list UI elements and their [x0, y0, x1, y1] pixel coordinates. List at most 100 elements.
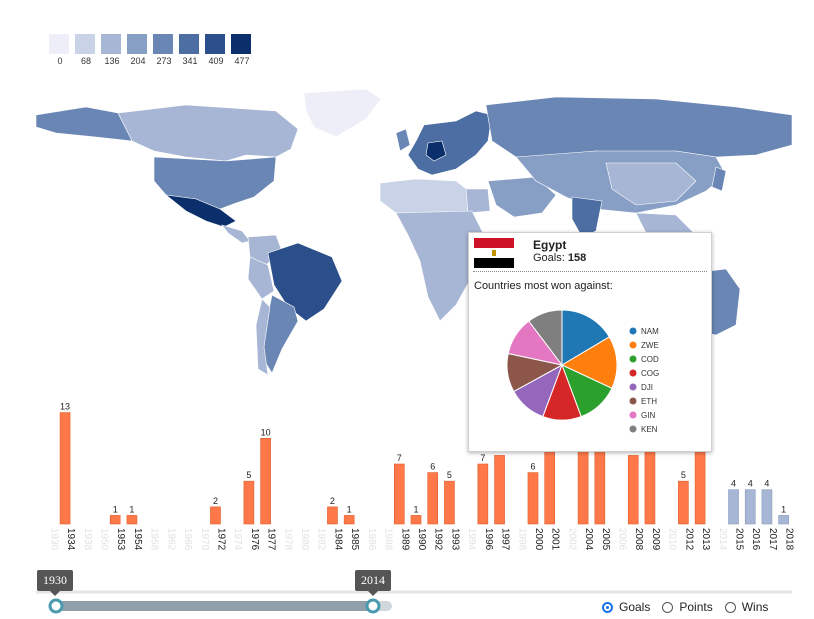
x-tick-label: 1953 — [115, 528, 126, 551]
country-usa[interactable] — [153, 156, 277, 210]
bar-1989[interactable] — [393, 463, 405, 525]
bar-value-label: 7 — [480, 453, 485, 463]
slider-handle-end[interactable] — [365, 598, 381, 614]
country-germany[interactable] — [425, 140, 447, 162]
country-brazil[interactable] — [267, 242, 343, 322]
bar-2015[interactable] — [728, 489, 739, 525]
bar-1993[interactable] — [444, 480, 455, 525]
bar-2018[interactable] — [778, 515, 789, 525]
pie-legend-label: NAM — [641, 327, 659, 336]
bar-2009[interactable] — [644, 446, 656, 525]
country-peru[interactable] — [247, 256, 275, 300]
bar-1972[interactable] — [210, 506, 221, 525]
x-tick-label: 2008 — [633, 528, 644, 551]
x-tick-label: 1954 — [132, 528, 143, 551]
bar-value-label: 13 — [60, 402, 70, 412]
pie-legend-swatch — [629, 327, 637, 335]
legend-swatch — [179, 34, 199, 54]
bar-1997[interactable] — [494, 455, 505, 525]
x-tick-label: 2002 — [566, 528, 577, 551]
pie-slice-ZWE[interactable] — [560, 336, 618, 389]
legend-item: 409 — [205, 34, 227, 66]
tooltip-goals: Goals: 158 — [533, 252, 586, 264]
legend-swatch — [101, 34, 121, 54]
tooltip-subtitle: Countries most won against: — [474, 280, 613, 292]
bar-value-label: 4 — [764, 479, 769, 489]
country-central-america[interactable] — [221, 224, 251, 244]
country-uk[interactable] — [395, 128, 411, 152]
mode-goals-label: Goals — [619, 600, 651, 614]
bar-value-label: 4 — [731, 479, 736, 489]
slider-handle-start[interactable] — [48, 598, 64, 614]
bar-2008[interactable] — [627, 455, 639, 525]
country-alaska[interactable] — [36, 106, 133, 142]
bar-2000[interactable] — [527, 472, 539, 525]
bar-value-label: 6 — [430, 462, 435, 472]
country-china[interactable] — [605, 162, 697, 206]
tooltip-goals-value: 158 — [567, 252, 587, 264]
mode-points[interactable]: Points — [662, 600, 713, 614]
country-chile[interactable] — [255, 298, 271, 376]
legend-item: 204 — [127, 34, 149, 66]
bar-value-label: 1 — [781, 504, 786, 514]
bar-2012[interactable] — [678, 480, 689, 525]
bar-1934[interactable] — [59, 412, 71, 525]
x-tick-label: 1996 — [483, 528, 494, 551]
bar-1984[interactable] — [327, 506, 338, 525]
mode-points-radio[interactable] — [662, 601, 674, 613]
legend-swatch — [49, 34, 69, 54]
country-tooltip: Egypt Goals: 158 Countries most won agai… — [468, 232, 712, 452]
pie-slice-KEN[interactable] — [528, 309, 563, 367]
legend-swatch — [127, 34, 147, 54]
bar-1985[interactable] — [343, 515, 355, 525]
country-mexico[interactable] — [164, 194, 237, 228]
mode-goals-radio[interactable] — [602, 601, 613, 613]
bar-1976[interactable] — [243, 480, 255, 525]
x-tick-label: 1988 — [383, 528, 394, 551]
bar-2016[interactable] — [744, 489, 756, 525]
country-egypt[interactable] — [465, 188, 491, 214]
legend-item: 136 — [101, 34, 123, 66]
egypt-flag-icon — [474, 238, 514, 268]
legend-item: 477 — [231, 34, 253, 66]
country-greenland[interactable] — [303, 88, 382, 138]
bar-1992[interactable] — [427, 472, 439, 525]
pie-slice-NAM[interactable] — [561, 309, 611, 366]
x-tick-label: 1989 — [399, 528, 410, 551]
bar-2001[interactable] — [544, 446, 556, 525]
mode-wins-radio[interactable] — [724, 601, 736, 613]
bar-value-label: 5 — [447, 470, 452, 480]
x-tick-label: 1985 — [349, 528, 360, 551]
country-europe[interactable] — [407, 110, 493, 176]
bar-2005[interactable] — [594, 446, 606, 525]
x-tick-label: 1950 — [98, 528, 109, 551]
country-sub-saharan-africa[interactable] — [395, 210, 485, 322]
slider-start-label: 1930 — [37, 570, 73, 596]
bar-1954[interactable] — [126, 515, 138, 525]
bar-value-label: 1 — [347, 504, 352, 514]
x-tick-label: 1984 — [332, 528, 343, 551]
country-canada[interactable] — [117, 104, 299, 162]
bar-2017[interactable] — [761, 489, 773, 525]
x-tick-label: 1994 — [466, 528, 477, 551]
x-tick-label: 1934 — [65, 528, 76, 551]
bar-chart: 1930 13 1934 1938 1950 1 1953 1 1954 1958 1962 1966… — [48, 393, 794, 551]
bar-1990[interactable] — [410, 515, 422, 525]
mode-wins[interactable]: Wins — [724, 600, 768, 614]
bar-value-label: 7 — [397, 453, 402, 463]
bar-1953[interactable] — [109, 515, 121, 525]
country-north-africa[interactable] — [379, 178, 473, 216]
year-range-slider[interactable] — [0, 560, 814, 619]
bar-1977[interactable] — [260, 437, 271, 525]
bar-value-label: 5 — [681, 470, 686, 480]
pie-legend-label: DJI — [641, 383, 653, 392]
bar-value-label: 6 — [530, 462, 535, 472]
tooltip-country-name: Egypt — [533, 238, 567, 252]
bar-value-label: 1 — [113, 504, 118, 514]
bar-1996[interactable] — [477, 463, 489, 525]
country-japan[interactable] — [711, 166, 727, 192]
mode-goals[interactable]: Goals — [602, 600, 650, 614]
legend-label: 0 — [57, 56, 63, 66]
pie-legend-label: ZWE — [641, 341, 659, 350]
pie-legend-swatch — [629, 341, 637, 349]
